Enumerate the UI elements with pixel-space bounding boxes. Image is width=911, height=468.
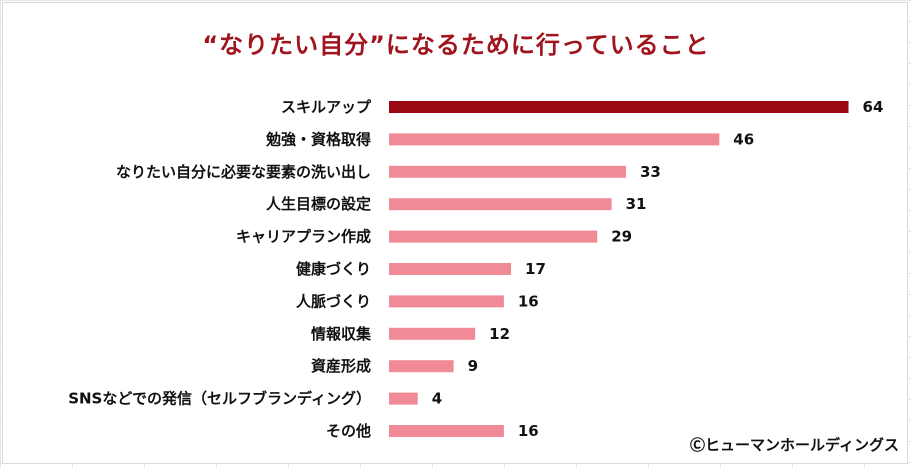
category-label: なりたい自分に必要な要素の洗い出し	[116, 163, 371, 181]
chart-title: “なりたい自分”になるために行っていること	[202, 31, 710, 59]
value-label: 64	[863, 98, 884, 116]
value-label: 33	[640, 163, 661, 181]
value-label: 9	[468, 357, 478, 375]
category-label: SNSなどでの発信（セルフブランディング）	[68, 390, 371, 408]
bar	[389, 133, 720, 146]
bar	[389, 165, 626, 178]
bar	[389, 198, 612, 211]
value-label: 4	[432, 390, 442, 408]
copyright-credit: Ⓒヒューマンホールディングス	[690, 436, 899, 454]
category-label: その他	[326, 422, 371, 440]
category-label: 人生目標の設定	[266, 195, 371, 213]
bar-chart: スキルアップ 64 勉強・資格取得 46 なりたい自分に必要な要素の洗い出し 33 人生目標…	[68, 98, 884, 440]
bar	[389, 425, 504, 437]
value-label: 17	[525, 260, 546, 278]
bar	[389, 360, 454, 373]
category-label: キャリアプラン作成	[236, 228, 371, 246]
bar	[389, 392, 418, 405]
category-label: 人脈づくり	[296, 292, 371, 310]
value-label: 12	[489, 325, 510, 343]
bar	[389, 327, 476, 340]
value-label: 29	[611, 228, 632, 246]
bar	[389, 263, 512, 275]
value-label: 31	[626, 195, 647, 213]
bar	[389, 101, 849, 113]
category-label: スキルアップ	[281, 98, 372, 116]
value-label: 16	[518, 292, 539, 310]
value-label: 16	[518, 422, 539, 440]
bar	[389, 295, 504, 308]
category-label: 情報収集	[311, 325, 372, 343]
category-label: 健康づくり	[296, 260, 371, 278]
category-label: 資産形成	[311, 357, 371, 375]
bar	[389, 230, 598, 243]
category-label: 勉強・資格取得	[265, 130, 371, 148]
value-label: 46	[733, 130, 754, 148]
